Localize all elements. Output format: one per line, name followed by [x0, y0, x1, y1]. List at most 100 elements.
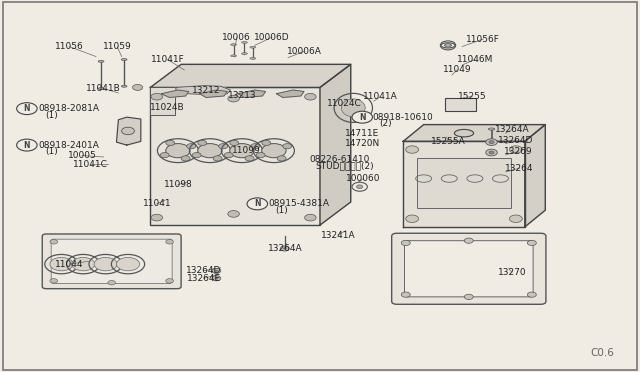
Ellipse shape: [445, 44, 452, 47]
Circle shape: [277, 156, 286, 161]
Text: 13213: 13213: [228, 92, 256, 100]
Text: 08226-61410: 08226-61410: [309, 155, 369, 164]
Circle shape: [228, 211, 239, 217]
Ellipse shape: [250, 58, 256, 60]
Text: (2): (2): [379, 119, 392, 128]
Text: 13269: 13269: [504, 147, 532, 156]
Text: 08918-10610: 08918-10610: [372, 113, 433, 122]
Circle shape: [262, 144, 286, 158]
Text: 11056: 11056: [55, 42, 83, 51]
Circle shape: [352, 111, 372, 123]
FancyBboxPatch shape: [42, 234, 181, 289]
Circle shape: [94, 257, 117, 271]
Circle shape: [230, 144, 254, 158]
Text: 11041: 11041: [143, 199, 171, 208]
Polygon shape: [525, 125, 545, 227]
Circle shape: [283, 247, 287, 250]
Text: 13212: 13212: [192, 86, 220, 95]
Text: N: N: [24, 104, 30, 113]
Circle shape: [212, 268, 221, 273]
Ellipse shape: [231, 44, 237, 46]
Text: C0.6: C0.6: [591, 348, 614, 358]
Circle shape: [192, 153, 201, 158]
Text: 11049: 11049: [443, 65, 471, 74]
Circle shape: [283, 144, 292, 149]
Text: 08918-2081A: 08918-2081A: [38, 104, 99, 113]
Circle shape: [212, 276, 221, 281]
Circle shape: [166, 240, 173, 244]
Circle shape: [465, 238, 474, 243]
Circle shape: [527, 240, 536, 246]
Ellipse shape: [488, 128, 495, 130]
Polygon shape: [161, 90, 189, 97]
Text: 13241A: 13241A: [321, 231, 355, 240]
Circle shape: [305, 93, 316, 100]
Circle shape: [406, 215, 419, 222]
Circle shape: [214, 270, 218, 272]
Text: 10006D: 10006D: [254, 33, 290, 42]
Circle shape: [166, 140, 175, 145]
Circle shape: [401, 240, 410, 246]
Circle shape: [17, 103, 37, 115]
Circle shape: [509, 146, 522, 153]
Circle shape: [356, 185, 363, 189]
Ellipse shape: [242, 42, 248, 44]
Text: N: N: [254, 199, 260, 208]
FancyBboxPatch shape: [51, 239, 172, 283]
Text: 13264D: 13264D: [186, 266, 221, 275]
Circle shape: [187, 144, 196, 149]
Circle shape: [50, 240, 58, 244]
Circle shape: [198, 144, 222, 158]
Circle shape: [305, 214, 316, 221]
Bar: [417, 158, 511, 208]
Text: 11024B: 11024B: [150, 103, 185, 112]
Ellipse shape: [242, 53, 248, 55]
Text: 13264A: 13264A: [268, 244, 302, 253]
Circle shape: [181, 156, 190, 161]
Circle shape: [527, 292, 536, 297]
Circle shape: [224, 153, 233, 158]
Text: 11046M: 11046M: [457, 55, 493, 64]
Circle shape: [245, 156, 254, 161]
Polygon shape: [320, 64, 351, 225]
Circle shape: [213, 156, 222, 161]
Polygon shape: [200, 90, 227, 97]
Circle shape: [280, 246, 289, 251]
Circle shape: [228, 95, 239, 102]
Text: 08915-4381A: 08915-4381A: [269, 199, 330, 208]
FancyBboxPatch shape: [392, 233, 546, 304]
Bar: [150, 87, 320, 225]
Circle shape: [166, 279, 173, 283]
Text: (1): (1): [275, 206, 288, 215]
Circle shape: [166, 144, 190, 158]
Text: 10005: 10005: [68, 151, 96, 160]
Circle shape: [160, 153, 169, 158]
Text: 10006A: 10006A: [287, 47, 321, 56]
Text: 13264: 13264: [506, 164, 534, 173]
Circle shape: [50, 279, 58, 283]
Text: N: N: [24, 141, 30, 150]
Text: 10006: 10006: [223, 33, 251, 42]
Text: 14720N: 14720N: [344, 139, 380, 148]
Circle shape: [489, 151, 494, 154]
Circle shape: [122, 127, 134, 135]
Ellipse shape: [99, 88, 104, 90]
Ellipse shape: [122, 58, 127, 61]
Circle shape: [108, 280, 115, 285]
Text: 11024C: 11024C: [327, 99, 362, 108]
Circle shape: [406, 146, 419, 153]
Ellipse shape: [341, 99, 365, 117]
Text: 11056F: 11056F: [467, 35, 500, 44]
Text: 15255: 15255: [458, 92, 486, 101]
Polygon shape: [403, 141, 525, 227]
Circle shape: [72, 257, 95, 271]
Text: 11098: 11098: [164, 180, 192, 189]
Text: 14711E: 14711E: [345, 129, 380, 138]
Circle shape: [401, 292, 410, 297]
Text: N: N: [359, 113, 365, 122]
Text: 11041B: 11041B: [86, 84, 121, 93]
Circle shape: [486, 149, 497, 156]
FancyBboxPatch shape: [404, 241, 533, 297]
Text: 11041A: 11041A: [363, 92, 397, 101]
Polygon shape: [150, 64, 351, 87]
